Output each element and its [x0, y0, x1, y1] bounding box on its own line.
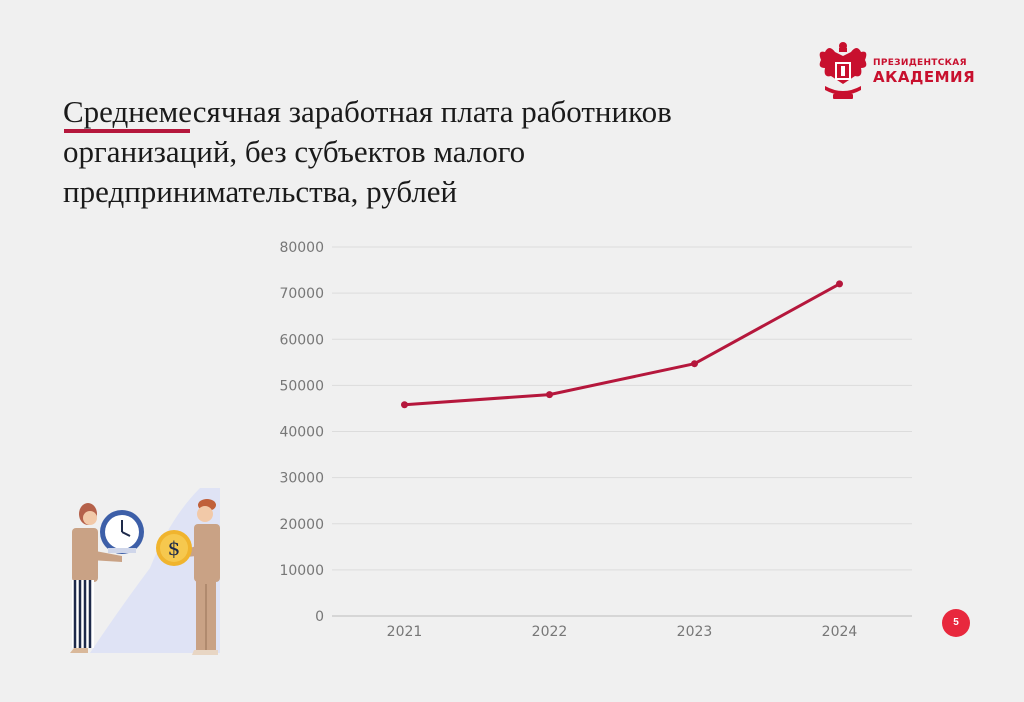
people-exchanging-time-and-money-illustration: $	[70, 488, 220, 655]
y-tick-label: 10000	[279, 563, 324, 579]
svg-text:$: $	[168, 536, 181, 560]
logo-text-line2: АКАДЕМИЯ	[873, 68, 976, 86]
y-tick-label: 20000	[279, 517, 324, 533]
y-tick-label: 60000	[279, 332, 324, 348]
presidential-academy-logo: ПРЕЗИДЕНТСКАЯ АКАДЕМИЯ	[815, 38, 985, 104]
x-tick-label: 2023	[677, 624, 713, 640]
double-headed-eagle-emblem-icon	[819, 42, 867, 99]
y-tick-label: 50000	[279, 378, 324, 394]
data-point	[836, 280, 843, 288]
logo-text-line1: ПРЕЗИДЕНТСКАЯ	[873, 58, 967, 68]
y-tick-label: 30000	[279, 471, 324, 487]
data-point	[546, 391, 553, 399]
x-tick-label: 2024	[822, 624, 858, 640]
logo-text: ПРЕЗИДЕНТСКАЯ АКАДЕМИЯ	[873, 58, 975, 86]
y-tick-label: 40000	[279, 425, 324, 441]
y-tick-label: 70000	[279, 286, 324, 302]
data-point	[691, 360, 698, 368]
y-tick-label: 0	[315, 609, 324, 625]
x-tick-label: 2021	[387, 624, 423, 640]
slide-title: Среднемесячная заработная плата работник…	[63, 94, 672, 209]
salary-line-chart: 0 10000 20000 30000 40000 50000 60000 70000 8000…	[279, 240, 912, 640]
page-number-badge: 5	[942, 609, 970, 637]
y-tick-label: 80000	[279, 240, 324, 256]
series-line	[404, 282, 841, 407]
title-accent-bar	[64, 129, 190, 133]
x-tick-label: 2022	[532, 624, 568, 640]
data-point	[401, 401, 408, 409]
